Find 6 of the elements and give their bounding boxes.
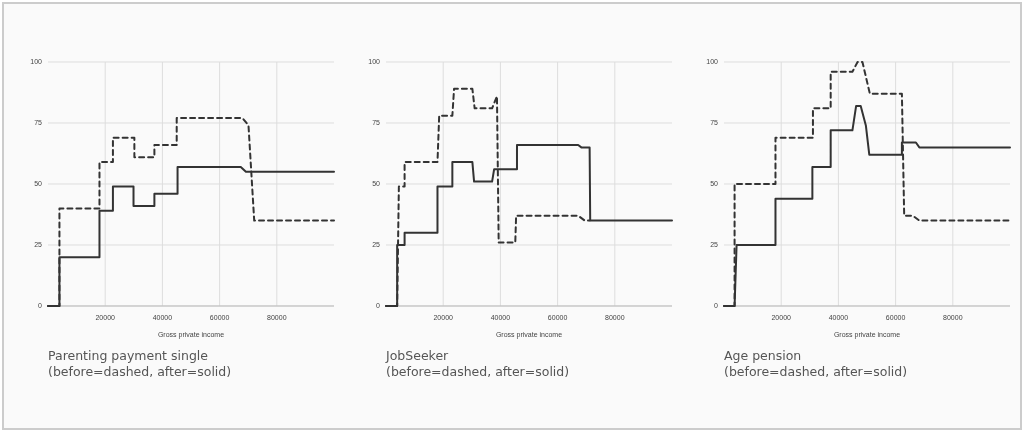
text: JobSeeker: [385, 348, 450, 363]
text: Age pension: [724, 348, 802, 363]
text: (before=dashed, after=solid): [724, 364, 908, 379]
text: (before=dashed, after=solid): [386, 364, 570, 379]
text: (before=dashed, after=solid): [48, 364, 232, 379]
text: Parenting payment single: [48, 348, 209, 363]
